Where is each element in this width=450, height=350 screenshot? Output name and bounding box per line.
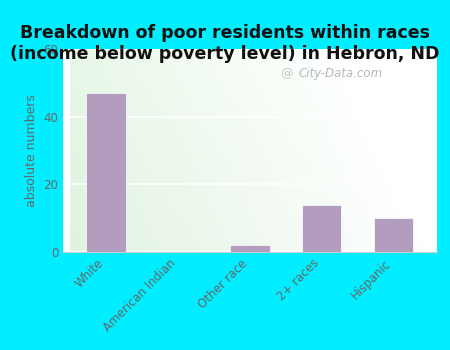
Y-axis label: absolute numbers: absolute numbers	[25, 94, 38, 207]
Text: City-Data.com: City-Data.com	[298, 67, 382, 80]
Text: Breakdown of poor residents within races
(income below poverty level) in Hebron,: Breakdown of poor residents within races…	[10, 25, 440, 63]
Bar	[374, 218, 413, 252]
Bar	[86, 93, 126, 252]
Bar	[230, 245, 270, 252]
Text: @: @	[279, 67, 292, 80]
Bar	[302, 205, 342, 252]
